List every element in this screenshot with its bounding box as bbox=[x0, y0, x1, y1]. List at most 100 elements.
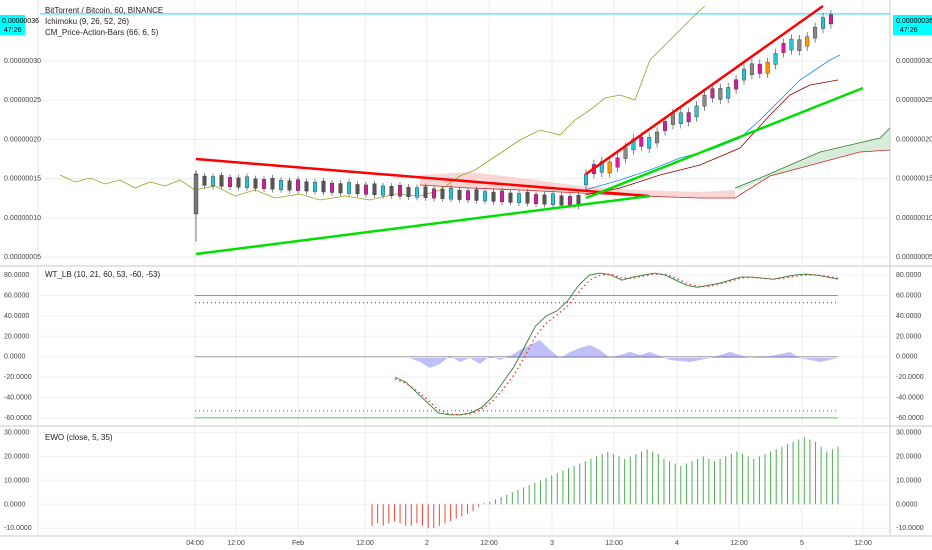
price-tag-left-value: 0.00000036 bbox=[2, 18, 39, 25]
y-tick-label-left: -40.0000 bbox=[4, 395, 32, 402]
y-tick-label-left: 0.0000 bbox=[4, 354, 26, 361]
candle-body bbox=[718, 88, 723, 100]
x-tick-label: 12:00 bbox=[227, 540, 245, 547]
candle-body bbox=[406, 187, 411, 197]
main-title: BitTorrent / Bitcoin, 60, BINANCE bbox=[45, 6, 163, 15]
wt-lb-panel[interactable] bbox=[195, 272, 839, 419]
candle-body bbox=[313, 181, 318, 192]
ichimoku-cloud-bear bbox=[420, 172, 735, 198]
candle-body bbox=[765, 61, 770, 74]
y-tick-label-left: 10.0000 bbox=[4, 477, 29, 484]
x-tick-label: 3 bbox=[550, 540, 554, 547]
candle-body bbox=[781, 43, 786, 53]
candle-body bbox=[338, 183, 343, 194]
y-tick-label-left: 30.0000 bbox=[4, 429, 29, 436]
candle-body bbox=[655, 131, 660, 144]
indicator-price-action: CM_Price-Action-Bars (66, 6, 5) bbox=[45, 28, 159, 37]
ichimoku-span-b bbox=[419, 149, 891, 199]
y-tick-label-right: 0.00000015 bbox=[896, 176, 932, 183]
y-tick-label-right: 0.00000025 bbox=[896, 97, 932, 104]
ichimoku-base-line bbox=[584, 79, 839, 196]
wt-line-2 bbox=[394, 273, 839, 416]
ewo-panel[interactable] bbox=[371, 437, 839, 529]
candle-body bbox=[423, 186, 428, 198]
candle-body bbox=[828, 14, 833, 25]
price-tag-right-countdown: 47:26 bbox=[900, 27, 918, 34]
candle-body bbox=[749, 63, 754, 75]
candle-body bbox=[686, 112, 691, 123]
candle-body bbox=[789, 38, 794, 51]
y-tick-label-left: 0.00000025 bbox=[4, 97, 41, 104]
candle-body bbox=[432, 188, 437, 199]
y-tick-label-left: 20.0000 bbox=[4, 333, 29, 340]
candle-body bbox=[670, 113, 675, 125]
candle-body bbox=[710, 88, 715, 99]
y-tick-label-left: 60.0000 bbox=[4, 293, 29, 300]
candle-body bbox=[381, 185, 386, 196]
candle-body bbox=[773, 53, 778, 65]
candle-body bbox=[474, 189, 479, 201]
candle-body bbox=[607, 161, 612, 174]
indicator-ichimoku: Ichimoku (9, 26, 52, 26) bbox=[45, 17, 129, 26]
candle-body bbox=[372, 183, 377, 196]
price-tag-left-countdown: 47:26 bbox=[4, 27, 22, 34]
y-tick-label-left: -20.0000 bbox=[4, 374, 32, 381]
candle-body bbox=[726, 87, 731, 99]
candle-body bbox=[517, 193, 522, 204]
candle-body bbox=[449, 187, 454, 200]
x-tick-label: 12:00 bbox=[480, 540, 498, 547]
y-tick-label-left: -10.0000 bbox=[4, 525, 32, 532]
candle-body bbox=[262, 179, 267, 189]
y-tick-label-right: 0.0000 bbox=[896, 501, 918, 508]
candle-body bbox=[270, 177, 275, 190]
y-tick-label-left: 0.00000015 bbox=[4, 176, 41, 183]
candle-body bbox=[821, 17, 826, 29]
y-tick-label-left: 0.0000 bbox=[4, 501, 26, 508]
price-panel[interactable] bbox=[40, 4, 891, 256]
x-tick-label: 12:00 bbox=[356, 540, 374, 547]
candle-body bbox=[534, 194, 539, 204]
wt-line-1 bbox=[394, 272, 839, 416]
trend-line-green-up bbox=[195, 194, 651, 256]
candle-body bbox=[364, 184, 369, 195]
trend-line-red-down bbox=[195, 157, 649, 198]
y-tick-label-left: 0.00000020 bbox=[4, 136, 41, 143]
y-tick-label-right: 0.00000010 bbox=[896, 215, 932, 222]
candle-body bbox=[525, 192, 530, 204]
y-tick-label-left: 20.0000 bbox=[4, 453, 29, 460]
candle-body bbox=[694, 105, 699, 118]
candle-body bbox=[615, 157, 620, 168]
candle-body bbox=[244, 176, 249, 188]
x-tick-label: Feb bbox=[292, 540, 304, 547]
candle-body bbox=[663, 121, 668, 131]
y-tick-label-right: 30.0000 bbox=[896, 429, 921, 436]
candle-body bbox=[210, 176, 215, 187]
candle-body bbox=[466, 190, 471, 201]
y-tick-label-right: 0.00000005 bbox=[896, 254, 932, 261]
y-tick-label-right: 80.0000 bbox=[896, 272, 921, 279]
candle-body bbox=[742, 68, 747, 81]
x-tick-label: 4 bbox=[675, 540, 679, 547]
x-tick-label: 5 bbox=[800, 540, 804, 547]
candle-body bbox=[227, 177, 232, 188]
ichimoku-conversion-line bbox=[584, 54, 841, 191]
candle-body bbox=[551, 193, 556, 205]
candle-body bbox=[568, 196, 573, 206]
y-tick-label-right: 40.0000 bbox=[896, 313, 921, 320]
ichimoku-span-a bbox=[734, 127, 891, 189]
candle-body bbox=[457, 189, 462, 200]
candle-body bbox=[757, 63, 762, 74]
y-tick-label-right: -40.0000 bbox=[896, 395, 924, 402]
candle-body bbox=[678, 112, 683, 124]
y-tick-label-left: 0.00000010 bbox=[4, 215, 41, 222]
candle-body bbox=[321, 180, 326, 193]
candle-body bbox=[639, 136, 644, 147]
y-tick-label-right: 0.00000020 bbox=[896, 136, 932, 143]
y-tick-label-right: -20.0000 bbox=[896, 374, 924, 381]
trend-line-green-up-2 bbox=[585, 86, 864, 200]
candle-body bbox=[347, 182, 352, 194]
ewo-title: EWO (close, 5, 35) bbox=[45, 433, 113, 442]
candle-body bbox=[330, 182, 335, 193]
price-tag-right: 0.00000036 47:26 bbox=[893, 15, 932, 35]
trend-line-red-up bbox=[585, 4, 824, 176]
